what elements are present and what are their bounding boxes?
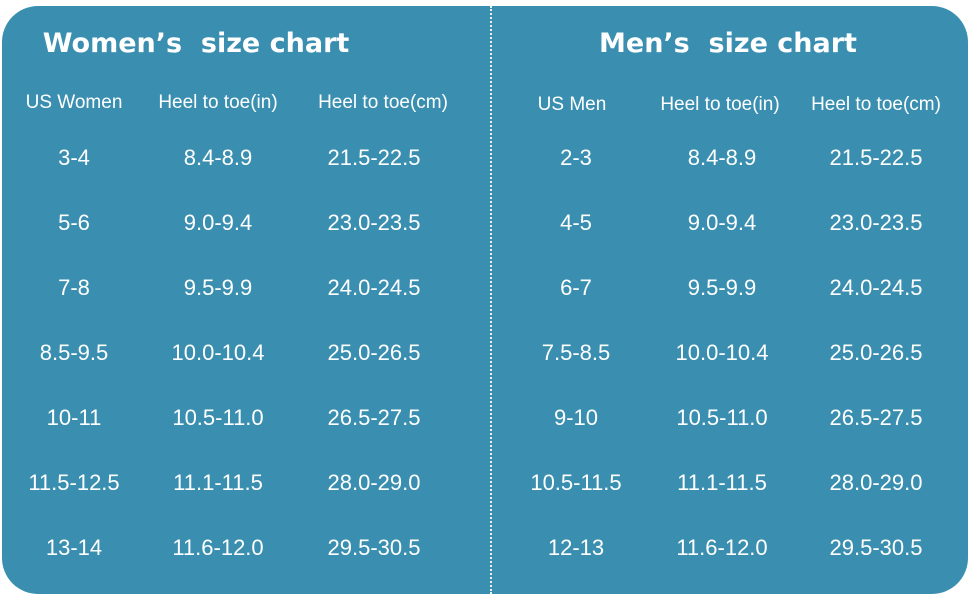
table-cell: 28.0-29.0 xyxy=(327,470,421,495)
table-cell: 2-3 xyxy=(560,145,592,170)
dotted-divider xyxy=(490,6,492,594)
header-heel-to-toe-cm: Heel to toe(cm) xyxy=(811,94,941,115)
table-cell: 7-8 xyxy=(58,275,90,300)
header-heel-to-toe-in: Heel to toe(in) xyxy=(158,92,278,113)
table-cell: 10.5-11.5 xyxy=(530,470,622,495)
table-cell: 8.4-8.9 xyxy=(687,145,757,170)
header-us-women: US Women xyxy=(25,92,123,113)
header-heel-to-toe-in: Heel to toe(in) xyxy=(660,94,780,115)
table-cell: 29.5-30.5 xyxy=(327,535,421,560)
table-cell: 11.1-11.5 xyxy=(677,470,767,495)
table-cell: 28.0-29.0 xyxy=(829,470,923,495)
table-cell: 25.0-26.5 xyxy=(829,340,923,365)
women-chart-title: Women’s size chart xyxy=(42,28,350,59)
women-size-chart: Women’s size chart US Women Heel to toe(… xyxy=(2,6,490,594)
table-cell: 24.0-24.5 xyxy=(327,275,421,300)
table-cell: 9.0-9.4 xyxy=(687,210,757,235)
table-cell: 12-13 xyxy=(547,535,605,560)
table-cell: 11.1-11.5 xyxy=(173,470,263,495)
table-cell: 10.0-10.4 xyxy=(675,340,769,365)
table-cell: 10.5-11.0 xyxy=(676,405,768,430)
table-cell: 7.5-8.5 xyxy=(541,340,611,365)
table-cell: 10.5-11.0 xyxy=(172,405,264,430)
table-cell: 26.5-27.5 xyxy=(327,405,421,430)
table-cell: 11.6-12.0 xyxy=(172,535,264,560)
header-us-men: US Men xyxy=(537,94,607,115)
table-cell: 13-14 xyxy=(45,535,103,560)
table-cell: 6-7 xyxy=(560,275,592,300)
table-cell: 26.5-27.5 xyxy=(829,405,923,430)
table-cell: 5-6 xyxy=(58,210,90,235)
table-cell: 9.0-9.4 xyxy=(183,210,253,235)
table-cell: 9.5-9.9 xyxy=(183,275,253,300)
men-chart-title: Men’s size chart xyxy=(599,28,857,59)
table-cell: 8.5-9.5 xyxy=(39,340,109,365)
table-cell: 9.5-9.9 xyxy=(687,275,757,300)
table-cell: 23.0-23.5 xyxy=(327,210,421,235)
men-size-chart: Men’s size chart US Men Heel to toe(in) … xyxy=(492,6,968,594)
table-cell: 11.5-12.5 xyxy=(28,470,120,495)
table-cell: 10-11 xyxy=(46,405,102,430)
table-cell: 24.0-24.5 xyxy=(829,275,923,300)
size-chart-card: Women’s size chart US Women Heel to toe(… xyxy=(2,6,968,594)
table-cell: 10.0-10.4 xyxy=(171,340,265,365)
table-cell: 11.6-12.0 xyxy=(676,535,768,560)
table-cell: 21.5-22.5 xyxy=(327,145,421,170)
table-cell: 9-10 xyxy=(553,405,599,430)
table-cell: 23.0-23.5 xyxy=(829,210,923,235)
table-cell: 8.4-8.9 xyxy=(183,145,253,170)
table-cell: 25.0-26.5 xyxy=(327,340,421,365)
header-heel-to-toe-cm: Heel to toe(cm) xyxy=(318,92,448,113)
table-cell: 21.5-22.5 xyxy=(829,145,923,170)
table-cell: 3-4 xyxy=(58,145,90,170)
table-cell: 4-5 xyxy=(560,210,592,235)
table-cell: 29.5-30.5 xyxy=(829,535,923,560)
